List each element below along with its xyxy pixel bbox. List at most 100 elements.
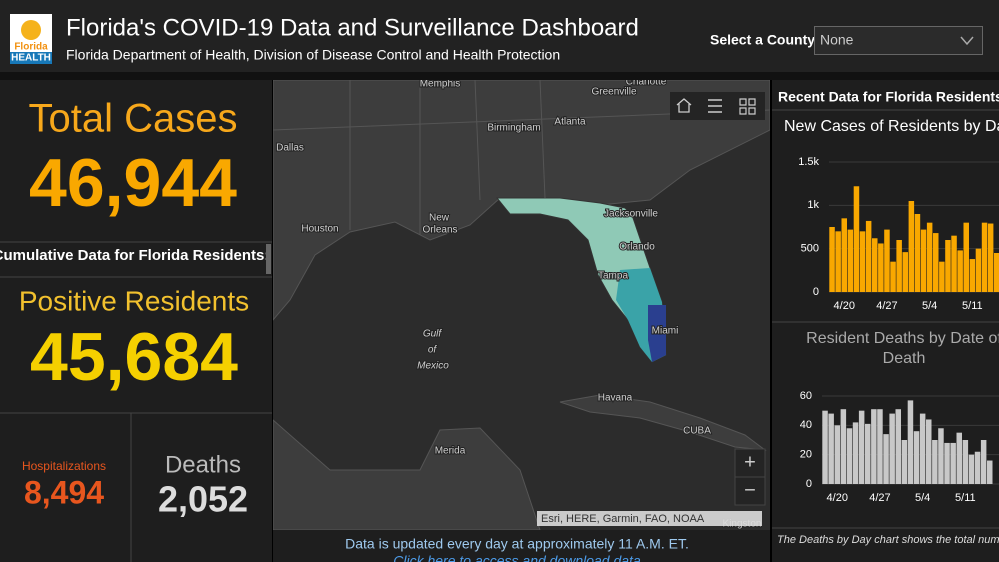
y-tick-label: 20 (800, 449, 812, 461)
bar (926, 419, 932, 484)
map-label: New (429, 213, 450, 224)
bar (920, 229, 927, 292)
bar (846, 428, 853, 484)
chart-title-line: Death (883, 350, 926, 367)
attribution: Esri, HERE, Garmin, FAO, NOAA (541, 513, 705, 525)
bar (932, 440, 938, 484)
y-tick-label: 60 (800, 390, 812, 402)
zoom-in-button[interactable] (734, 448, 766, 478)
map-label: CUBA (683, 426, 711, 437)
hosp-value: 8,494 (24, 474, 104, 510)
y-tick-label: 500 (801, 243, 819, 255)
chart-title: New Cases of Residents by Day (784, 118, 999, 135)
x-tick-label: 4/20 (834, 300, 855, 312)
x-tick-label: 4/27 (876, 300, 897, 312)
footer-text: Data is updated every day at approximate… (345, 536, 689, 552)
bar (884, 229, 890, 292)
attribution-bg (537, 511, 762, 526)
chart-title: Resident Deaths by Date of Death (806, 330, 999, 367)
zoom-out-button[interactable] (734, 476, 766, 506)
deaths-value: 2,052 (158, 479, 248, 520)
bar (829, 227, 835, 292)
home-button[interactable] (676, 98, 692, 113)
footnote: The Deaths by Day chart shows the total … (777, 534, 999, 546)
map-label: Gulf (423, 329, 443, 340)
bar (871, 409, 877, 484)
bar (957, 250, 963, 292)
dropdown-arrow (960, 36, 974, 46)
county-dropdown[interactable] (814, 26, 983, 55)
scrollbar[interactable] (266, 244, 271, 274)
map-label: Memphis (420, 79, 461, 90)
bar (852, 422, 859, 484)
map-label: Atlanta (554, 117, 586, 128)
positive-value: 45,684 (30, 319, 238, 395)
title: Florida's COVID-19 Data and Surveillance… (66, 14, 639, 41)
bar (895, 409, 901, 484)
bar (896, 240, 902, 292)
border (539, 80, 546, 199)
bar (872, 238, 878, 292)
map-label: of (428, 345, 438, 356)
map-label: Merida (435, 446, 466, 457)
y-tick-label: 0 (806, 478, 812, 490)
deaths-label: Deaths (165, 451, 241, 478)
bar (945, 240, 951, 292)
bar (853, 186, 860, 292)
map-label: Dallas (276, 143, 304, 154)
x-tick-label: 4/27 (869, 492, 890, 504)
cumulative-heading-text: Cumulative Data for Florida Residents: (0, 247, 269, 264)
florida-region (648, 305, 666, 362)
map-label: Greenville (591, 87, 636, 98)
legend-button[interactable] (708, 99, 722, 113)
cumulative-heading: Cumulative Data for Florida Residents: (0, 247, 269, 264)
x-tick-label: 5/11 (955, 492, 976, 504)
x-tick-label: 4/20 (827, 492, 848, 504)
bar (889, 413, 895, 484)
bar (841, 218, 847, 292)
bar (994, 253, 999, 292)
bar (933, 233, 939, 292)
bar (847, 229, 854, 292)
mexico (273, 419, 541, 530)
bar (919, 413, 926, 484)
bar (890, 261, 896, 292)
bar (950, 442, 956, 484)
bar (926, 222, 933, 292)
y-tick-label: 0 (813, 286, 819, 298)
gap (0, 72, 999, 80)
bar (956, 432, 962, 484)
hosp-label: Hospitalizations (22, 459, 106, 473)
bar (913, 431, 920, 484)
total-value: 46,944 (29, 145, 237, 221)
map-footer (273, 530, 770, 562)
x-tick-label: 5/4 (915, 492, 930, 504)
chart-title-line: Resident Deaths by Date of (806, 330, 999, 347)
bar (980, 440, 987, 484)
bar (908, 201, 915, 292)
bar (938, 428, 944, 484)
logo-text: HEALTH (11, 53, 51, 64)
bar (835, 231, 841, 292)
y-tick-label: 40 (800, 419, 812, 431)
map[interactable]: Memphis Greenville Charlotte Dallas Birm… (273, 77, 770, 530)
bar (951, 235, 957, 292)
bar (822, 410, 828, 484)
bar (981, 222, 988, 292)
logo-text: Florida (14, 42, 48, 53)
x-tick-label: 5/11 (962, 300, 983, 312)
bar (840, 409, 847, 484)
map-label: Orlando (619, 242, 655, 253)
bar (858, 410, 865, 484)
bar (939, 261, 945, 292)
basemap-button[interactable] (739, 98, 756, 115)
border (474, 80, 481, 201)
map-label: Charlotte (626, 77, 667, 88)
download-link[interactable]: Click here to access and download data (393, 553, 641, 562)
total-label: Total Cases (29, 97, 238, 141)
left-panel (0, 80, 272, 562)
y-tick-label: 1k (807, 199, 819, 211)
map-label: Jacksonville (604, 209, 658, 220)
bar (883, 434, 889, 484)
